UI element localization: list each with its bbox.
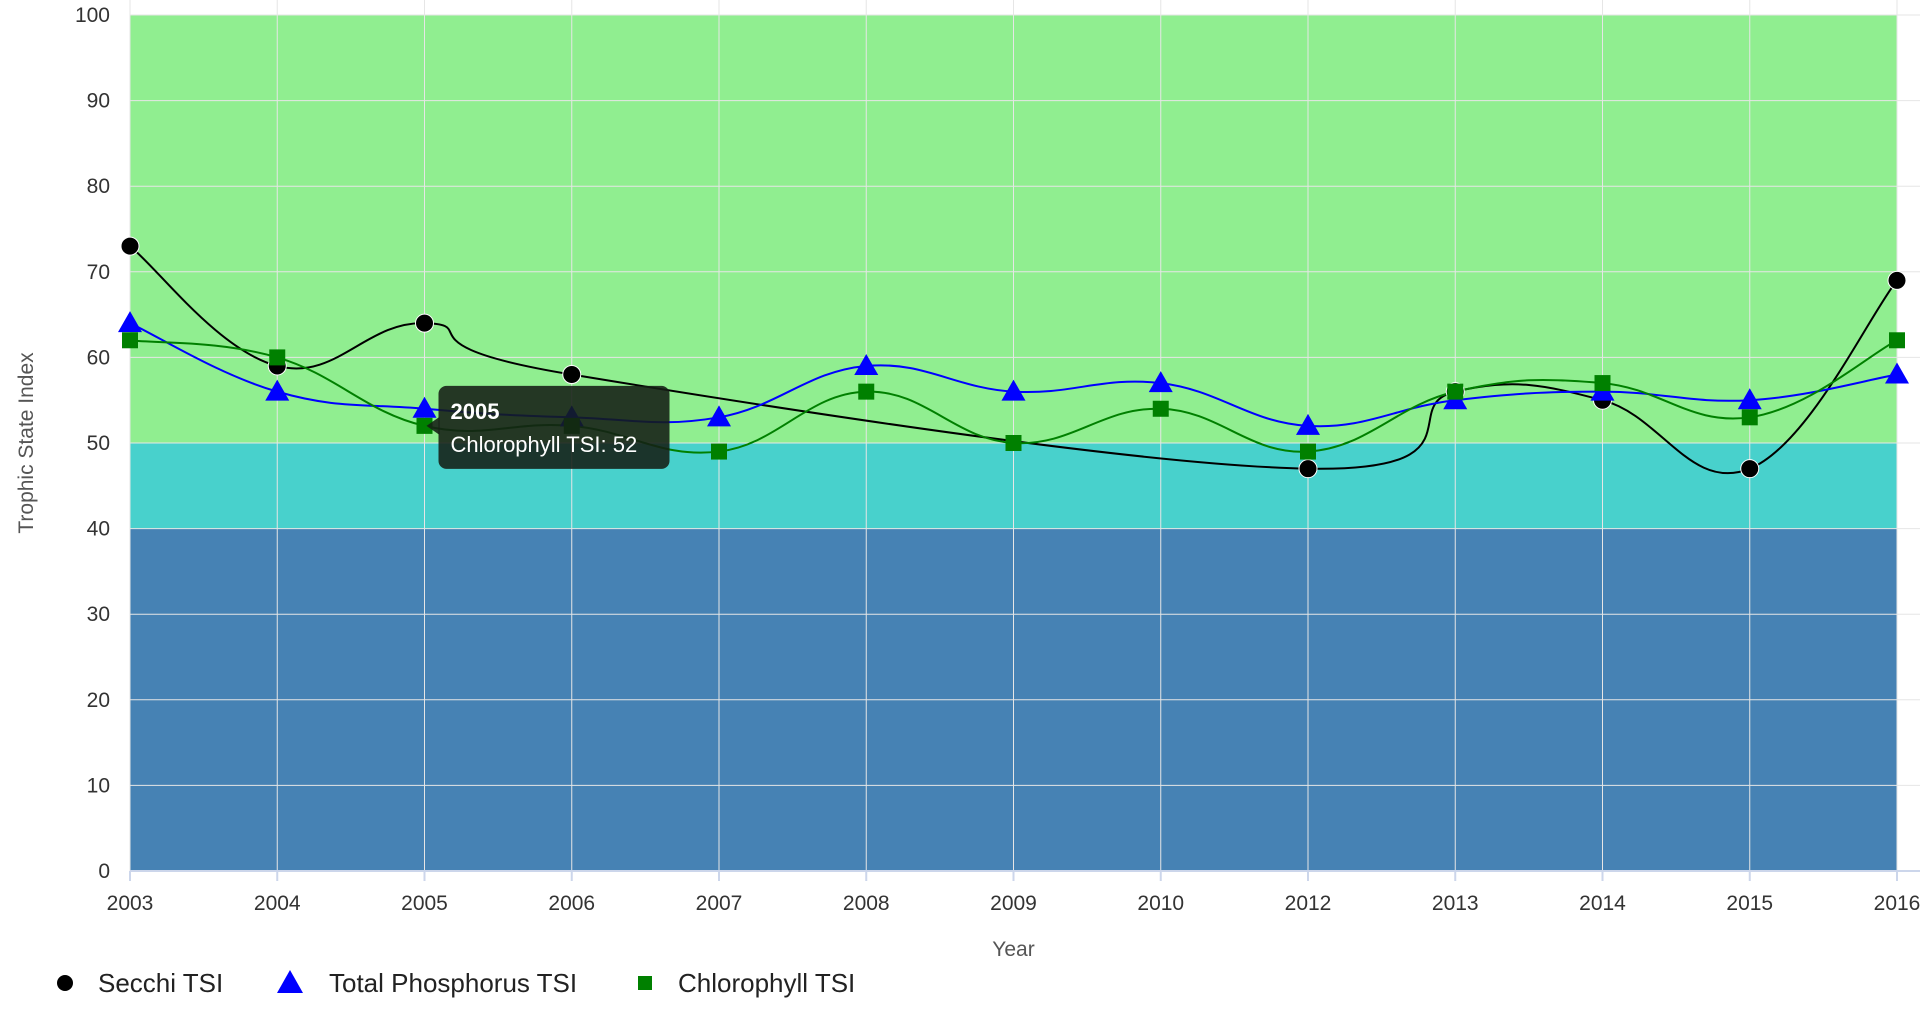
data-point <box>1740 459 1760 479</box>
data-point <box>122 332 138 349</box>
data-point <box>1296 413 1320 435</box>
data-point <box>118 311 142 333</box>
tooltip-pointer <box>426 416 440 435</box>
x-tick-label: 2016 <box>1874 892 1921 915</box>
legend: Secchi TSI Total Phosphorus TSI Chlorophyl… <box>57 968 855 998</box>
x-tick-label: 2015 <box>1726 892 1773 915</box>
data-point <box>269 349 286 366</box>
data-point <box>562 365 582 385</box>
y-tick-label: 30 <box>87 603 110 626</box>
data-point <box>1298 459 1318 479</box>
series-line-0 <box>129 245 1898 475</box>
data-point <box>1889 332 1905 349</box>
legend-label: Secchi TSI <box>98 968 223 998</box>
data-point <box>416 417 433 434</box>
y-tick-label: 0 <box>98 860 110 883</box>
x-tick-label: 2014 <box>1579 892 1626 915</box>
y-tick-label: 50 <box>87 432 110 455</box>
legend-label: Total Phosphorus TSI <box>329 968 577 998</box>
legend-marker-square <box>638 976 652 990</box>
x-tick-label: 2009 <box>990 892 1037 915</box>
data-point <box>1447 383 1464 400</box>
tooltip-box <box>438 385 670 469</box>
y-axis-title: Trophic State Index <box>15 352 38 534</box>
y-tick-label: 20 <box>87 689 110 712</box>
x-tick-label: 2006 <box>548 892 595 915</box>
legend-marker-triangle <box>277 970 303 993</box>
data-point <box>1001 379 1026 401</box>
tooltip: 2005 Chlorophyll TSI: 52 <box>426 385 670 469</box>
x-tick-label: 2005 <box>401 892 448 915</box>
x-axis-title: Year <box>992 938 1034 961</box>
data-point <box>1737 388 1762 410</box>
tooltip-title: 2005 <box>451 399 500 424</box>
y-tick-label: 60 <box>87 346 110 369</box>
data-point <box>1885 362 1909 384</box>
y-tick-label: 10 <box>87 774 110 797</box>
data-point <box>707 405 731 427</box>
legend-marker-circle <box>57 975 73 991</box>
data-point <box>858 383 875 400</box>
data-point <box>1148 371 1173 393</box>
data-point <box>711 443 727 460</box>
y-tick-label: 70 <box>87 261 110 284</box>
x-tick-label: 2007 <box>696 892 743 915</box>
data-point <box>120 236 140 256</box>
x-tick-label: 2008 <box>843 892 890 915</box>
data-point <box>1594 375 1611 392</box>
tooltip-text: Chlorophyll TSI: 52 <box>451 432 638 457</box>
data-point <box>1152 400 1169 417</box>
y-tick-label: 80 <box>87 175 110 198</box>
data-point <box>415 313 434 333</box>
axes: 2003 2004 2005 2006 2007 2008 2009 2010 2012 2013… <box>15 4 1920 961</box>
x-tick-label: 2012 <box>1285 892 1332 915</box>
y-tick-label: 100 <box>75 4 110 27</box>
x-tick-label: 2004 <box>254 892 301 915</box>
data-point <box>854 353 879 375</box>
x-tick-label: 2003 <box>107 892 154 915</box>
grid-lines <box>129 0 1920 872</box>
data-point <box>1887 270 1907 290</box>
y-tick-label: 90 <box>87 90 110 113</box>
data-point <box>1300 443 1316 460</box>
data-point <box>265 379 290 401</box>
data-point <box>1005 435 1022 451</box>
y-tick-label: 40 <box>87 518 110 541</box>
x-tick-label: 2010 <box>1137 892 1184 915</box>
x-tick-label: 2013 <box>1432 892 1479 915</box>
legend-label: Chlorophyll TSI <box>678 968 855 998</box>
data-point <box>1741 409 1758 426</box>
data-point <box>412 396 437 418</box>
